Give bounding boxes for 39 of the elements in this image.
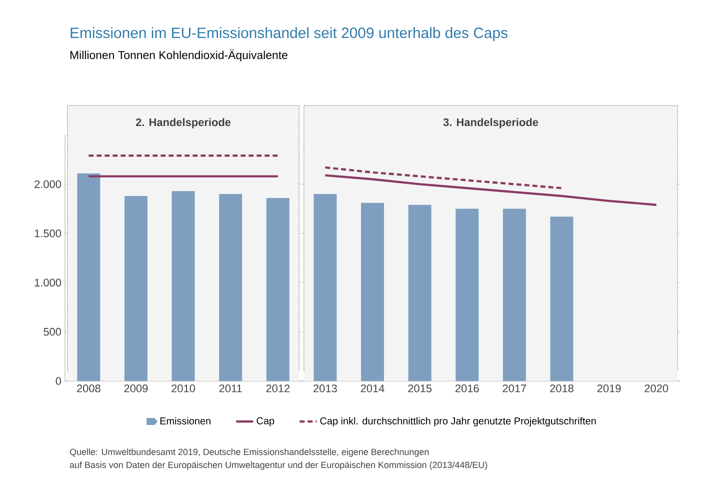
x-tick-label: 2015: [408, 384, 432, 392]
chart-subtitle: Millionen Tonnen Kohlendioxid-Äquivalente: [70, 49, 288, 62]
y-tick-label: 1.500: [34, 230, 62, 238]
y-tick-label: 0: [56, 377, 62, 385]
bar: [502, 208, 526, 381]
bar: [77, 173, 100, 381]
y-tick-label: 500: [44, 328, 62, 336]
legend-label: Cap inkl. durchschnittlich pro Jahr genutzte Projektgutschriften: [320, 417, 596, 426]
bar: [124, 196, 148, 381]
x-tick-label: 2008: [77, 384, 100, 392]
bar: [550, 216, 574, 381]
x-tick-label: 2010: [172, 384, 196, 392]
x-tick-label: 2020: [644, 384, 668, 392]
bar: [219, 194, 242, 381]
bar: [314, 194, 337, 381]
band-label: 2. Handelsperiode: [136, 118, 231, 128]
text: auf Basis von Daten der Europäischen Umweltagentur und der Europäischen Kommission (2013/448/EU): [70, 461, 488, 470]
bar: [172, 191, 195, 381]
source-note: Quelle: Umweltbundesamt 2019, Deutsche Emissionshandelsstelle, eigene Berechnungen: [70, 448, 429, 457]
chart-title: Emissionen im EU-Emissionshandel seit 2009 unterhalb des Caps: [70, 27, 508, 42]
y-tick-label: 1.000: [34, 278, 62, 286]
x-tick-label: 2016: [455, 384, 479, 392]
x-tick-label: 2013: [314, 384, 337, 392]
x-tick-label: 2018: [550, 384, 574, 392]
bar: [456, 208, 479, 381]
bar: [408, 204, 432, 381]
x-tick-label: 2012: [266, 384, 290, 392]
bar: [361, 202, 384, 381]
bar: [266, 198, 290, 381]
legend-label: Emissionen: [160, 417, 210, 424]
y-tick-label: 2.000: [34, 180, 62, 188]
x-tick-label: 2009: [124, 384, 148, 392]
x-tick-label: 2017: [502, 384, 526, 392]
x-tick-label: 2014: [360, 384, 384, 392]
legend-label: Cap: [256, 417, 274, 426]
x-tick-label: 2019: [597, 384, 621, 392]
band-label: 3. Handelsperiode: [443, 118, 538, 128]
x-tick-label: 2011: [219, 384, 242, 392]
line-series: [324, 174, 658, 206]
